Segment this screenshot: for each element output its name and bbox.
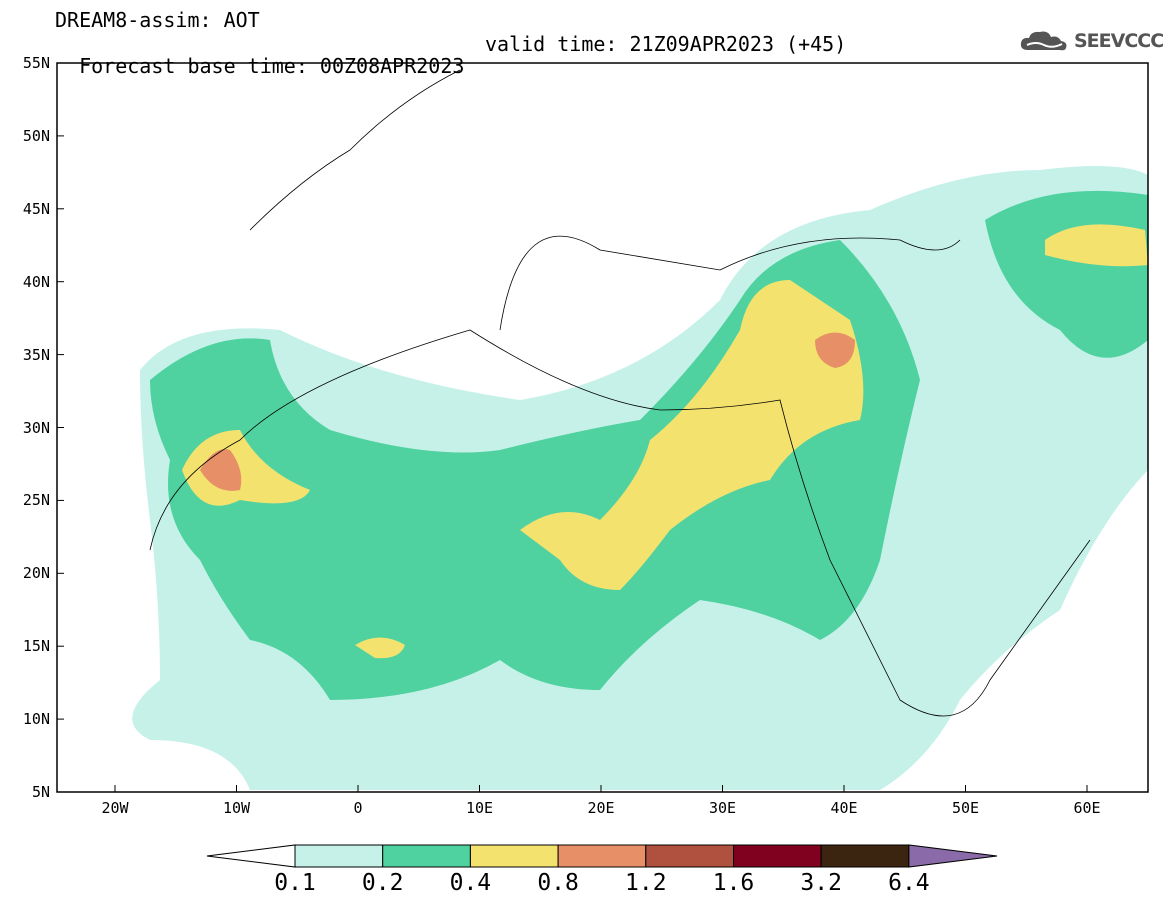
colorbar-segment <box>557 844 647 868</box>
lat-label: 20N <box>22 564 50 583</box>
colorbar-segment <box>469 844 559 868</box>
lat-label: 15N <box>22 637 50 656</box>
aot-contour-0.8 <box>200 449 242 491</box>
colorbar-segment <box>733 844 822 868</box>
aot-contour-0.4 <box>520 280 864 590</box>
lon-label: 20E <box>587 799 615 817</box>
colorbar-label: 1.6 <box>712 870 755 896</box>
cloud-icon <box>1020 31 1067 51</box>
aot-contour-0.4 <box>182 430 310 506</box>
lat-label: 30N <box>22 418 50 437</box>
colorbar-label: 0.4 <box>449 870 492 896</box>
valid-time: valid time: 21Z09APR2023 (+45) <box>485 32 847 56</box>
lon-label: 30E <box>708 799 737 817</box>
logo-text: SEEVCCC <box>1074 30 1164 52</box>
lat-label: 40N <box>22 272 50 291</box>
aot-contour-0.4 <box>1045 224 1148 267</box>
lon-label: 10E <box>465 799 494 817</box>
lon-label: 0 <box>353 799 363 817</box>
lat-label: 50N <box>22 126 50 145</box>
colorbar-label: 0.8 <box>537 870 579 896</box>
lat-label: 55N <box>22 54 50 72</box>
lat-label: 25N <box>22 491 50 510</box>
lon-label: 20W <box>101 799 129 817</box>
lon-label: 10W <box>222 799 251 817</box>
aot-contour-0.4 <box>355 637 405 659</box>
lat-label: 45N <box>22 199 50 218</box>
chart-subtitle: Forecast base time: 00Z08APR2023 valid t… <box>55 33 846 99</box>
seevccc-logo: SEEVCCC <box>1018 26 1164 56</box>
lat-label: 5N <box>31 783 50 801</box>
colorbar-segment <box>645 844 734 868</box>
axis-ticks <box>57 62 1088 793</box>
colorbar-min-arrow <box>206 844 296 868</box>
lat-label: 35N <box>22 345 50 364</box>
chart-title: DREAM8-assim: AOT <box>55 8 260 32</box>
lon-label: 40E <box>830 799 858 817</box>
colorbar-label: 6.4 <box>888 870 930 896</box>
colorbar-segment <box>294 844 384 868</box>
colorbar-segment <box>382 844 471 868</box>
aot-contour-0.8 <box>815 332 855 368</box>
colorbar-segment <box>820 844 910 868</box>
lon-label: 50E <box>951 799 980 817</box>
colorbar <box>206 844 998 868</box>
colorbar-label: 0.1 <box>274 870 316 896</box>
colorbar-label: 0.2 <box>361 870 404 896</box>
forecast-base-time: Forecast base time: 00Z08APR2023 <box>79 54 465 78</box>
colorbar-label: 3.2 <box>800 870 842 896</box>
colorbar-max-arrow <box>908 844 998 868</box>
colorbar-label: 1.2 <box>625 870 667 896</box>
aot-shading <box>132 166 1148 790</box>
lat-label: 10N <box>22 710 50 729</box>
lon-label: 60E <box>1073 799 1101 817</box>
coastlines <box>149 69 1091 717</box>
